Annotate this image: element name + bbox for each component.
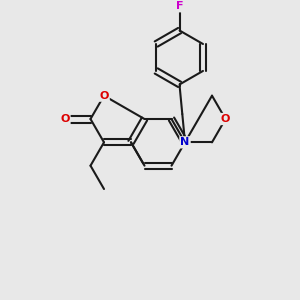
Text: O: O — [99, 91, 109, 101]
Text: O: O — [60, 114, 70, 124]
Text: O: O — [221, 114, 230, 124]
Text: N: N — [180, 137, 190, 147]
Text: F: F — [176, 1, 183, 11]
